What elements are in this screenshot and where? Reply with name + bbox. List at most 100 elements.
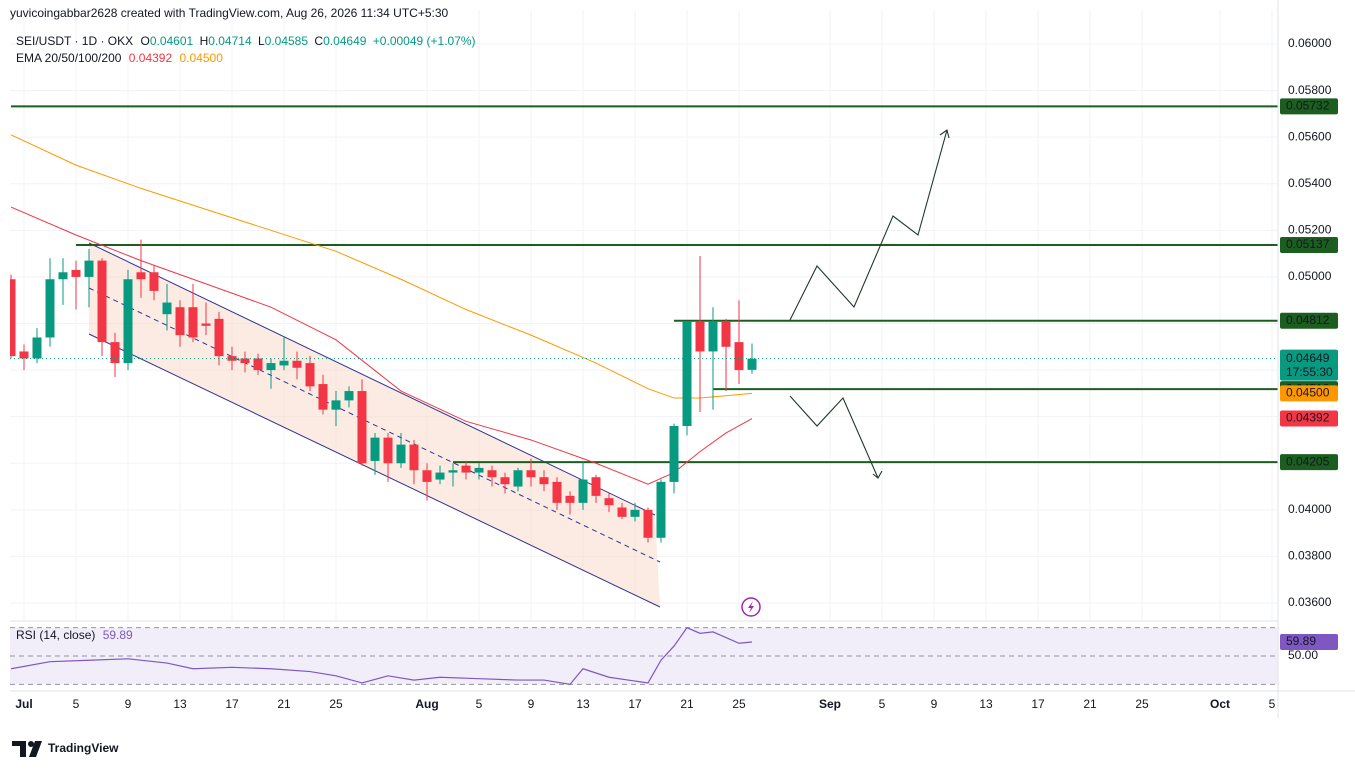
ema20-value: 0.04392 — [129, 51, 173, 65]
x-tick-label: 21 — [1083, 697, 1097, 711]
x-tick-label: 21 — [277, 697, 291, 711]
candle-body — [370, 437, 380, 461]
axis-layer: Jul 5 9 13 17 21 25 Aug 5 9 13 17 21 25 Sep 5 9 13 17 21 25 O… — [15, 36, 1338, 711]
candle-body — [305, 363, 315, 387]
candle-body — [474, 467, 484, 473]
price-box — [1280, 312, 1338, 329]
candle-body — [526, 470, 536, 478]
change: +0.00049 (+1.07%) — [373, 34, 476, 48]
candle-body — [617, 507, 627, 517]
x-tick-label: 5 — [1269, 697, 1276, 711]
candle-body — [318, 384, 328, 410]
candle-body — [565, 495, 575, 503]
candle-body — [604, 498, 614, 506]
rsi-tick-label: 50.00 — [1288, 648, 1318, 662]
candle-body — [513, 470, 523, 487]
channel-upper — [88, 242, 656, 516]
price-box — [1280, 237, 1338, 254]
h-value: 0.04714 — [208, 34, 252, 48]
price-box-label: 0.04392 — [1286, 411, 1330, 425]
rsi-legend: RSI (14, close) 59.89 — [16, 628, 133, 642]
x-tick-label: 13 — [173, 697, 187, 711]
logo: TradingView — [12, 741, 119, 757]
candle-body — [162, 302, 172, 315]
y-tick-label: 0.04000 — [1288, 502, 1332, 516]
candle-body — [188, 307, 198, 338]
symbol: SEI/USDT · 1D · OKX — [16, 34, 133, 48]
price-box-label: 0.05732 — [1286, 99, 1330, 113]
price-box-label: 0.04649 — [1286, 351, 1330, 365]
candle-body — [708, 321, 718, 352]
candle-body — [214, 318, 224, 357]
candle-body — [578, 479, 588, 503]
arrowhead-down — [872, 470, 883, 479]
candle-body — [656, 481, 666, 538]
candle-body — [32, 337, 42, 359]
candle-body — [136, 272, 146, 280]
x-tick-label: Jul — [15, 697, 32, 711]
countdown: 17:55:30 — [1286, 365, 1333, 379]
o-value: 0.04601 — [150, 34, 194, 48]
candle-body — [396, 444, 406, 464]
candle-body — [682, 321, 692, 426]
candle-body — [123, 279, 133, 364]
c-label: C — [314, 34, 323, 48]
y-tick-label: 0.05600 — [1288, 129, 1332, 143]
candle-body — [643, 509, 653, 538]
candle-body — [240, 358, 250, 364]
price-box — [1280, 633, 1338, 650]
candle-body — [448, 470, 458, 473]
candle-body — [630, 509, 640, 517]
x-tick-label: 21 — [680, 697, 694, 711]
candle-body — [721, 321, 731, 347]
x-tick-label: 17 — [1031, 697, 1045, 711]
legend-line: SEI/USDT · 1D · OKX O0.04601 H0.04714 L0… — [16, 34, 476, 48]
price-box-label: 0.04500 — [1286, 386, 1330, 400]
candle-body — [747, 358, 757, 370]
candle-body — [539, 477, 549, 485]
candle-body — [110, 342, 120, 364]
alert-icon[interactable] — [741, 597, 761, 617]
candle-body — [45, 279, 55, 338]
candle-body — [175, 307, 185, 336]
x-tick-label: Sep — [819, 697, 841, 711]
ema-line — [10, 206, 753, 485]
candle-body — [357, 391, 367, 464]
price-box-label: 0.04205 — [1286, 454, 1330, 468]
y-tick-label: 0.03800 — [1288, 549, 1332, 563]
credit: yuvicoingabbar2628 created with TradingV… — [10, 6, 449, 20]
candle-body — [19, 351, 29, 359]
candle-body — [409, 444, 419, 471]
candle-body — [669, 425, 679, 482]
candle-body — [71, 269, 81, 277]
candle-body — [84, 260, 94, 277]
x-tick-label: 17 — [225, 697, 239, 711]
candle-body — [591, 477, 601, 496]
y-tick-label: 0.05000 — [1288, 269, 1332, 283]
ema50-value: 0.04500 — [180, 51, 224, 65]
rsi-layer — [10, 626, 1278, 685]
candle-body — [383, 437, 393, 464]
arrowhead-up — [939, 129, 950, 139]
candle-body — [734, 342, 744, 371]
x-tick-label: 25 — [732, 697, 746, 711]
rsi-value: 59.89 — [103, 628, 133, 642]
x-tick-label: 13 — [576, 697, 590, 711]
candle-body — [266, 363, 276, 371]
rsi-band — [10, 627, 1278, 685]
c-value: 0.04649 — [323, 34, 367, 48]
price-box-label: 0.05137 — [1286, 237, 1330, 251]
y-tick-label: 0.05200 — [1288, 223, 1332, 237]
x-tick-label: 9 — [931, 697, 938, 711]
l-label: L — [258, 34, 265, 48]
candle-body — [435, 472, 445, 480]
x-tick-label: 9 — [528, 697, 535, 711]
ema-label: EMA 20/50/100/200 — [16, 51, 122, 65]
candle-body — [695, 321, 705, 352]
price-box — [1280, 98, 1338, 115]
main-layer — [10, 105, 1278, 543]
x-tick-label: Oct — [1210, 697, 1230, 711]
candle-body — [227, 356, 237, 361]
grid-layer — [10, 10, 1278, 620]
x-tick-label: 5 — [476, 697, 483, 711]
